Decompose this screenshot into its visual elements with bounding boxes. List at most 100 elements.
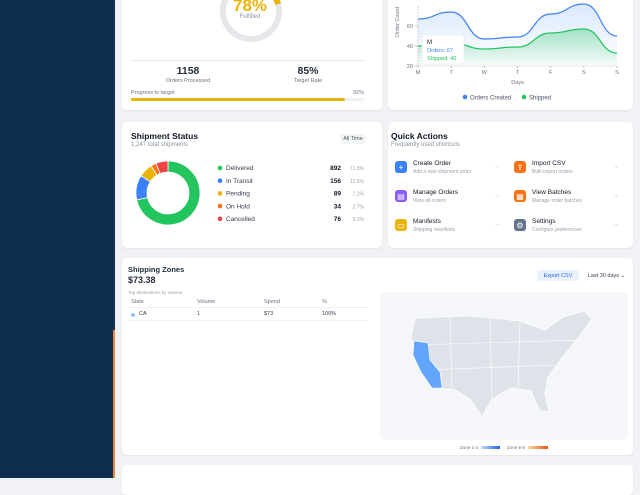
y-tick-label: 20 bbox=[407, 64, 413, 70]
tooltip-title: M bbox=[427, 40, 432, 46]
action-icon: ⚙ bbox=[514, 219, 526, 231]
action-title: Import CSV bbox=[532, 160, 566, 167]
action-subtitle: Add a new shipment order bbox=[413, 169, 472, 175]
status-percent: 7.1% bbox=[353, 192, 365, 198]
action-arrow: → bbox=[612, 163, 619, 170]
table-header: Volume bbox=[197, 299, 216, 305]
us-map bbox=[410, 310, 593, 418]
zones-caption: Top destinations by volume bbox=[128, 290, 183, 295]
action-title: Manifests bbox=[413, 218, 441, 225]
action-subtitle: Manage order batches bbox=[532, 198, 583, 204]
status-percent: 6.1% bbox=[353, 217, 365, 223]
stat-label: Target Rate bbox=[293, 78, 323, 84]
action-subtitle: Configure preferences bbox=[532, 227, 582, 233]
card-subtitle: Frequently used shortcuts bbox=[391, 142, 461, 148]
legend-swatch bbox=[528, 446, 548, 449]
export-button[interactable]: Export CSV bbox=[537, 270, 579, 281]
sidebar bbox=[0, 0, 115, 478]
status-dot bbox=[217, 178, 223, 183]
action-title: View Batches bbox=[532, 189, 572, 196]
tooltip bbox=[421, 34, 465, 65]
export-label: Export CSV bbox=[543, 272, 573, 279]
status-value: 892 bbox=[330, 165, 341, 172]
legend-label: Orders Created bbox=[470, 96, 511, 102]
zones-total: $73.38 bbox=[128, 275, 156, 285]
status-name: In Transit bbox=[226, 178, 253, 185]
gauge-value: 78% bbox=[232, 0, 268, 15]
action-icon: ⇪ bbox=[514, 161, 526, 173]
card-subtitle: 1,247 total shipments bbox=[131, 142, 189, 148]
action-arrow: → bbox=[493, 163, 500, 170]
series-line bbox=[417, 3, 618, 40]
table-header: % bbox=[322, 299, 327, 305]
x-tick-label: M bbox=[416, 70, 421, 76]
action-title: Settings bbox=[532, 218, 556, 225]
y-tick-label: 40 bbox=[407, 44, 413, 50]
status-value: 156 bbox=[330, 178, 341, 185]
x-axis-title: Days bbox=[511, 80, 524, 86]
stat-value: 85% bbox=[297, 65, 319, 77]
action-title: Manage Orders bbox=[413, 189, 459, 196]
status-dot bbox=[217, 216, 223, 222]
legend-dot bbox=[462, 94, 468, 100]
legend-label: Zone 5-8 bbox=[507, 445, 526, 450]
stat-value: 1158 bbox=[176, 65, 200, 77]
state-ca bbox=[412, 340, 443, 389]
action-subtitle: View all orders bbox=[413, 198, 446, 204]
status-card bbox=[122, 122, 382, 248]
card-title: Shipment Status bbox=[131, 131, 199, 141]
action-subtitle: Bulk import orders bbox=[532, 169, 573, 175]
action-icon: ▭ bbox=[395, 219, 407, 231]
legend-label: Shipped bbox=[529, 96, 551, 102]
action-icon: ▤ bbox=[395, 190, 407, 202]
table-cell: 100% bbox=[322, 311, 337, 317]
fulfillment-card bbox=[122, 0, 382, 110]
table-cell: CA bbox=[139, 311, 147, 317]
legend-dot bbox=[521, 94, 527, 100]
status-percent: 12.5% bbox=[350, 179, 365, 185]
status-name: On Hold bbox=[226, 203, 250, 210]
filter-button[interactable]: All Time bbox=[340, 134, 366, 144]
range-select[interactable]: Last 30 days ⌄ bbox=[583, 270, 630, 281]
gauge-label: Fulfilled bbox=[239, 14, 261, 20]
status-name: Delivered bbox=[226, 165, 254, 172]
progress-label: Progress to target bbox=[131, 90, 175, 96]
legend-label: Zone 1-4 bbox=[460, 445, 479, 450]
table-header: Spend bbox=[264, 299, 280, 305]
table-rule bbox=[128, 320, 368, 321]
tooltip-line: Shipped: 40 bbox=[427, 56, 456, 62]
stat-label: Orders Processed bbox=[165, 78, 211, 84]
status-percent: 71.5% bbox=[350, 166, 365, 172]
range-label: Last 30 days bbox=[587, 272, 620, 279]
table-cell: $73 bbox=[264, 311, 274, 317]
status-value: 76 bbox=[334, 216, 342, 223]
y-tick-label: 60 bbox=[407, 24, 413, 30]
x-tick-label: W bbox=[482, 70, 488, 76]
action-icon: + bbox=[395, 161, 407, 173]
gauge-track bbox=[220, 0, 282, 42]
x-tick-label: S bbox=[615, 70, 619, 76]
action-subtitle: Shipping manifests bbox=[413, 227, 456, 233]
sidebar-edge bbox=[113, 330, 115, 478]
action-icon: ▦ bbox=[514, 190, 526, 202]
status-percent: 2.7% bbox=[353, 204, 365, 210]
actions-card bbox=[388, 122, 633, 248]
state-dot bbox=[131, 312, 135, 317]
card-title: Quick Actions bbox=[391, 131, 448, 141]
legend-swatch bbox=[481, 446, 500, 449]
action-arrow: → bbox=[612, 192, 619, 199]
divider bbox=[131, 60, 364, 61]
status-dot bbox=[217, 203, 223, 209]
graphics-layer: 20 40 60 Order Count M T W T F S S Days Orders Creat… bbox=[135, 0, 619, 418]
action-title: Create Order bbox=[413, 160, 451, 167]
action-arrow: → bbox=[493, 192, 500, 199]
x-tick-label: S bbox=[582, 70, 586, 76]
status-dot bbox=[217, 191, 223, 196]
y-axis-title: Order Count bbox=[395, 6, 401, 37]
gauge-fill bbox=[273, 0, 281, 5]
tooltip-line: Orders: 67 bbox=[427, 48, 453, 54]
action-arrow: → bbox=[612, 221, 619, 228]
donut-segment bbox=[136, 160, 201, 226]
x-tick-label: T bbox=[516, 70, 520, 76]
